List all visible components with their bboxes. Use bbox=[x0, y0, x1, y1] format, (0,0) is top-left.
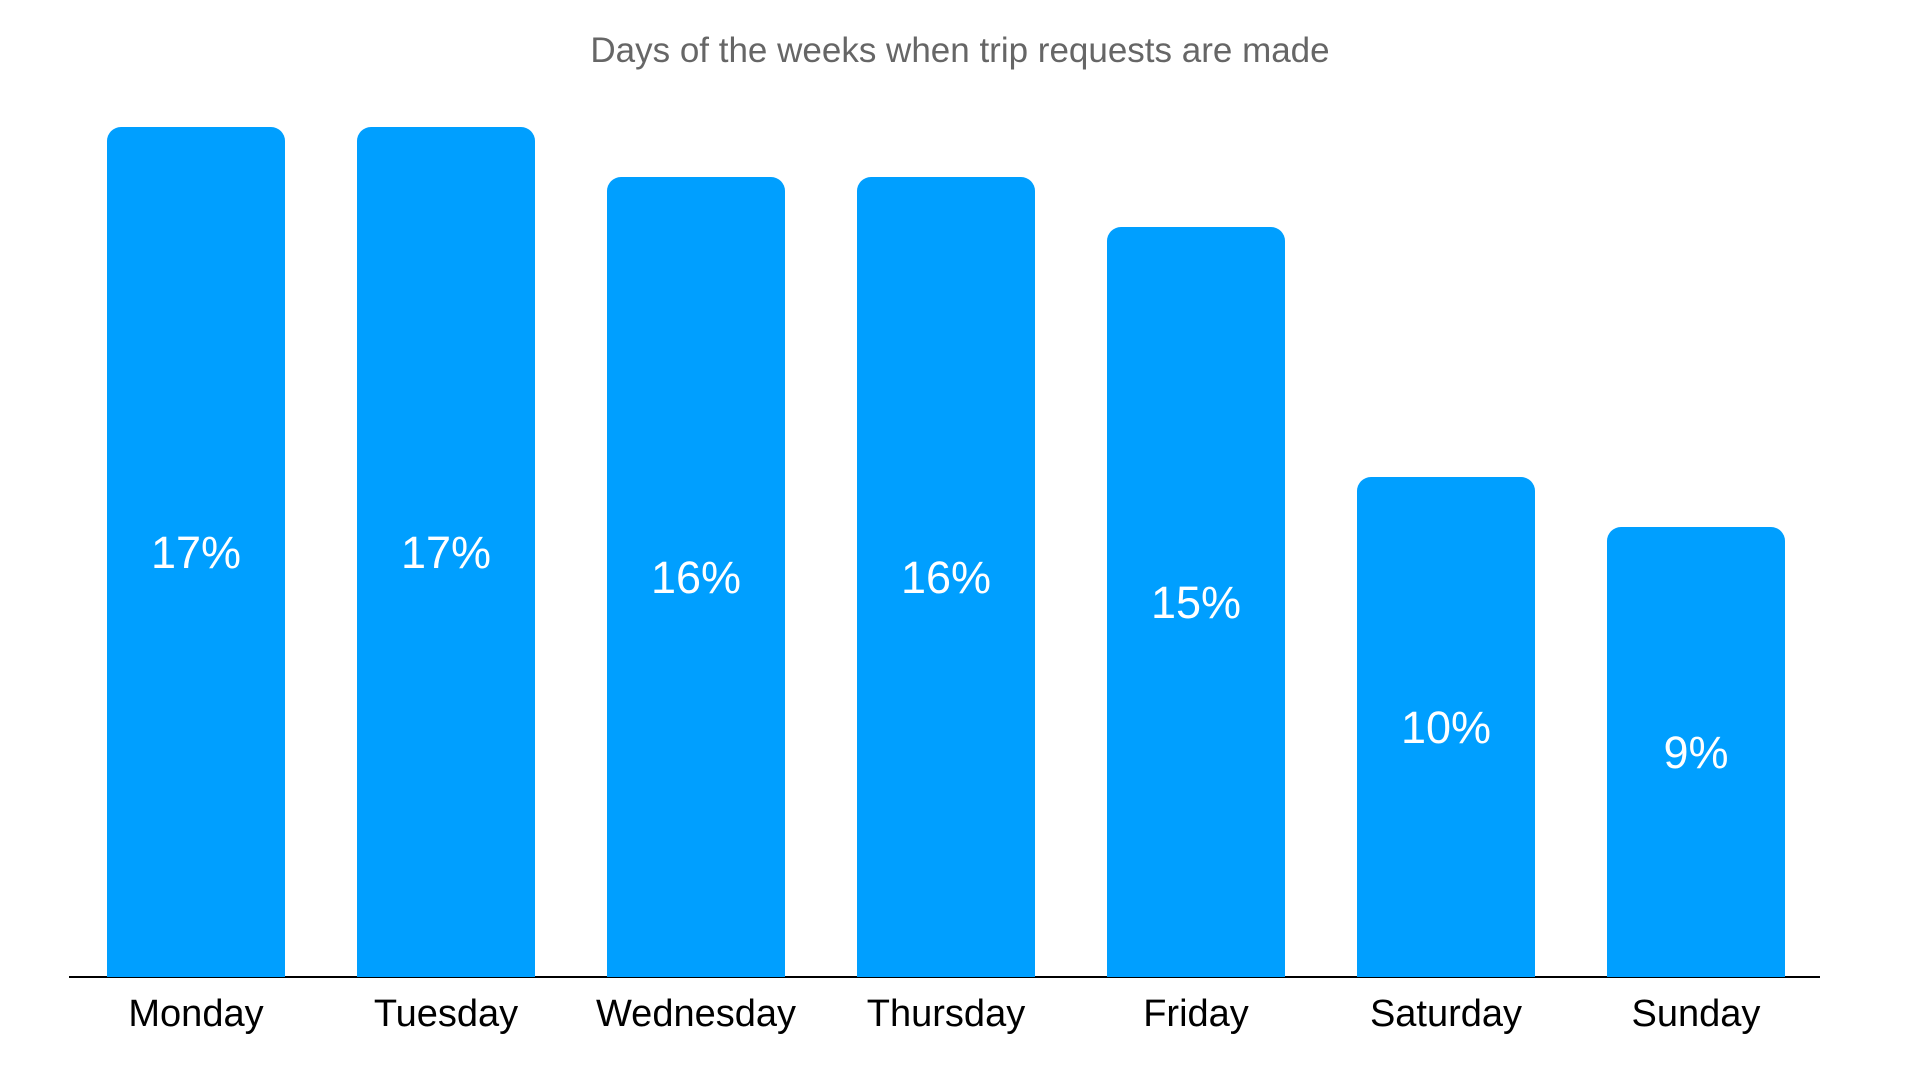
bar-sunday: 9% bbox=[1607, 527, 1785, 977]
bar-value-label: 10% bbox=[1400, 701, 1492, 753]
bar-value-label: 17% bbox=[400, 526, 492, 578]
bar-value-label: 9% bbox=[1663, 726, 1729, 778]
chart-title: Days of the weeks when trip requests are… bbox=[590, 31, 1330, 70]
x-axis-label-wednesday: Wednesday bbox=[596, 993, 796, 1035]
x-axis-label-friday: Friday bbox=[1143, 993, 1249, 1035]
bar-tuesday: 17% bbox=[357, 127, 535, 977]
bar-value-label: 16% bbox=[650, 551, 742, 603]
bar-wednesday: 16% bbox=[607, 177, 785, 977]
bar-value-label: 17% bbox=[150, 526, 242, 578]
bar-value-label: 16% bbox=[900, 551, 992, 603]
x-axis-label-monday: Monday bbox=[128, 993, 264, 1035]
bar-monday: 17% bbox=[107, 127, 285, 977]
x-axis-label-tuesday: Tuesday bbox=[373, 993, 519, 1035]
bar-friday: 15% bbox=[1107, 227, 1285, 977]
x-axis-label-thursday: Thursday bbox=[866, 993, 1026, 1035]
x-axis-line bbox=[69, 976, 1820, 978]
x-axis-label-sunday: Sunday bbox=[1631, 993, 1761, 1035]
bar-saturday: 10% bbox=[1357, 477, 1535, 977]
x-axis-label-saturday: Saturday bbox=[1369, 993, 1523, 1035]
bar-value-label: 15% bbox=[1150, 576, 1242, 628]
bar-thursday: 16% bbox=[857, 177, 1035, 977]
